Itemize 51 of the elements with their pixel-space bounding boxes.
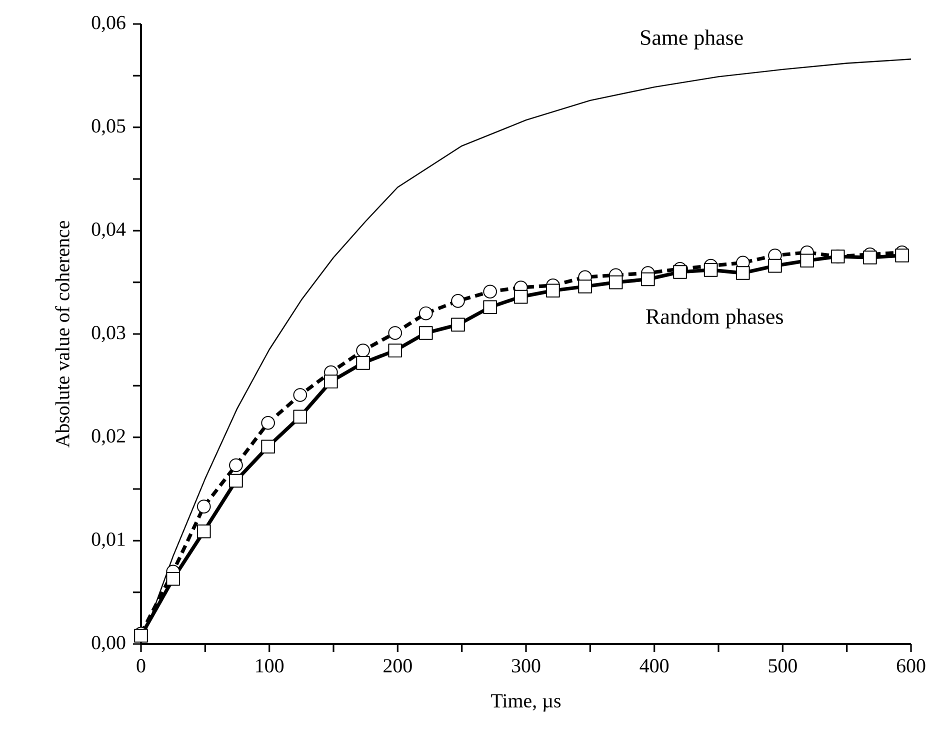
y-axis-title: Absolute value of coherence xyxy=(55,220,70,448)
point xyxy=(261,416,275,430)
x-tick-label: 400 xyxy=(640,659,669,672)
point xyxy=(388,326,402,340)
point xyxy=(641,272,655,286)
point xyxy=(293,410,308,424)
y-tick-label: 0,01 xyxy=(92,532,125,549)
point xyxy=(196,524,211,538)
point xyxy=(578,280,592,294)
y-tick-label: 0,06 xyxy=(92,16,126,32)
point xyxy=(830,250,845,264)
y-tick-label: 0,03 xyxy=(92,326,126,342)
point xyxy=(261,440,275,454)
point xyxy=(196,500,211,514)
x-tick-label: 100 xyxy=(256,659,284,672)
x-tick-label: 0 xyxy=(136,659,146,672)
point xyxy=(863,250,877,264)
x-axis-title: Time, µs xyxy=(491,694,561,712)
point xyxy=(451,318,465,332)
point xyxy=(483,300,497,314)
point xyxy=(673,265,687,279)
point xyxy=(704,263,718,277)
point xyxy=(451,294,465,308)
annotation: Random phases xyxy=(646,308,783,328)
point xyxy=(388,344,402,358)
point xyxy=(229,458,243,472)
point xyxy=(483,284,497,299)
x-tick-label: 600 xyxy=(896,659,926,672)
point xyxy=(608,275,623,290)
y-tick-label: 0,02 xyxy=(92,429,125,446)
point xyxy=(356,344,370,358)
point xyxy=(324,374,338,388)
x-tick-label: 200 xyxy=(384,659,412,672)
y-tick-label: 0,05 xyxy=(92,119,126,136)
point xyxy=(356,356,370,370)
point xyxy=(166,572,180,586)
y-tick-label: 0,04 xyxy=(92,222,126,239)
point xyxy=(419,306,433,320)
point xyxy=(895,248,909,262)
point xyxy=(293,388,308,402)
annotation: Same phase xyxy=(640,30,743,50)
point xyxy=(800,254,814,268)
point xyxy=(546,284,560,298)
point xyxy=(419,326,433,340)
x-tick-label: 300 xyxy=(512,659,540,672)
y-tick-label: 0,00 xyxy=(92,636,126,652)
point xyxy=(229,474,243,488)
point xyxy=(768,258,782,273)
x-tick-label: 500 xyxy=(768,659,797,672)
point xyxy=(736,266,750,280)
point xyxy=(514,290,528,304)
